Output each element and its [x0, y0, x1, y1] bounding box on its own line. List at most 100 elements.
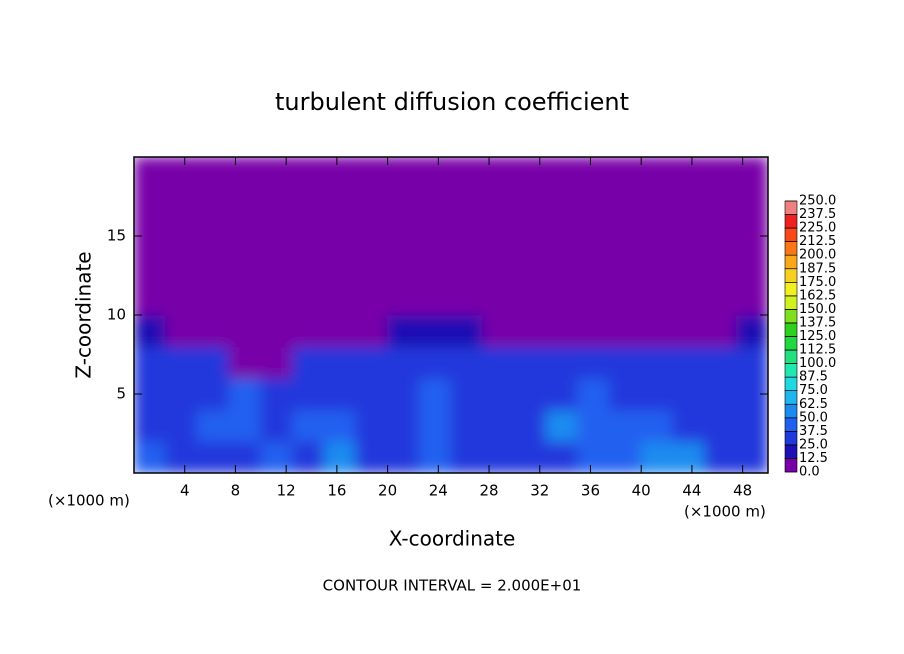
field-cell — [165, 440, 198, 473]
field-cell — [577, 377, 610, 411]
field-cell — [292, 314, 325, 348]
field-cell — [704, 157, 737, 190]
field-cell — [482, 157, 515, 190]
field-cell — [418, 440, 452, 473]
field-cell — [577, 157, 610, 190]
colorbar-label: 12.5 — [799, 451, 828, 466]
x-tick-label: 4 — [180, 482, 190, 500]
field-cell — [228, 219, 262, 253]
field-cell — [387, 188, 420, 221]
field-cell — [418, 157, 452, 190]
field-cell — [735, 282, 768, 316]
colorbar-swatch — [784, 241, 798, 256]
field-cell — [165, 157, 198, 190]
field-cell — [165, 377, 198, 411]
field-cell — [387, 219, 420, 253]
field-cell — [482, 346, 515, 379]
field-cell — [513, 188, 547, 221]
field-cell — [134, 314, 167, 348]
field-cell — [672, 282, 706, 316]
field-cell — [704, 346, 737, 379]
field-cell — [735, 157, 768, 190]
field-cell — [513, 219, 547, 253]
field-cell — [640, 346, 674, 379]
field-cell — [355, 377, 389, 411]
field-cell — [672, 409, 706, 442]
field-cell — [513, 282, 547, 316]
field-cell — [735, 409, 768, 442]
field-cell — [418, 346, 452, 379]
field-cell — [387, 377, 420, 411]
colorbar-label: 0.0 — [799, 465, 820, 480]
field-cell — [323, 219, 357, 253]
field-cell — [640, 188, 674, 221]
field-cell — [482, 440, 515, 473]
field-cell — [450, 409, 484, 442]
field-cell — [355, 314, 389, 348]
colorbar-swatch — [784, 376, 798, 391]
field-cell — [640, 409, 674, 442]
field-cell — [735, 314, 768, 348]
colorbar-label: 50.0 — [799, 410, 828, 425]
field-cell — [387, 282, 420, 316]
field-cell — [134, 282, 167, 316]
field-cell — [196, 377, 230, 411]
field-cell — [134, 409, 167, 442]
y-tick-label: 5 — [116, 385, 126, 403]
field-cell — [355, 440, 389, 473]
colorbar-label: 112.5 — [799, 343, 836, 358]
field-cell — [513, 440, 547, 473]
field-cell — [228, 282, 262, 316]
field-cell — [260, 219, 293, 253]
field-cell — [545, 409, 579, 442]
field-cell — [323, 377, 357, 411]
field-cell — [450, 282, 484, 316]
field-cell — [355, 157, 389, 190]
field-cell — [545, 314, 579, 348]
x-tick-label: 44 — [682, 482, 701, 500]
field-cell — [577, 219, 610, 253]
field-cell — [260, 377, 293, 411]
field-cell — [735, 251, 768, 284]
x-tick-label: 20 — [378, 482, 397, 500]
field-cell — [165, 282, 198, 316]
field-cell — [482, 188, 515, 221]
field-cell — [355, 188, 389, 221]
field-cell — [450, 251, 484, 284]
colorbar-label: 150.0 — [799, 302, 836, 317]
field-cell — [292, 377, 325, 411]
colorbar-swatch — [784, 309, 798, 324]
field-cell — [704, 219, 737, 253]
colorbar-swatch — [784, 268, 798, 283]
field-cell — [260, 314, 293, 348]
field-cell — [418, 188, 452, 221]
field-cell — [260, 251, 293, 284]
field-cell — [260, 157, 293, 190]
x-tick-label: 36 — [581, 482, 600, 500]
field-cell — [672, 157, 706, 190]
field-cell — [450, 188, 484, 221]
field-cell — [450, 377, 484, 411]
field-cell — [323, 282, 357, 316]
field-cell — [196, 188, 230, 221]
colorbar-swatch — [784, 458, 798, 473]
field-cell — [387, 251, 420, 284]
field-cell — [355, 251, 389, 284]
field-cell — [482, 314, 515, 348]
field-cell — [134, 188, 167, 221]
field-cell — [323, 157, 357, 190]
field-cell — [704, 314, 737, 348]
field-cell — [482, 251, 515, 284]
field-cell — [387, 314, 420, 348]
field-cell — [387, 409, 420, 442]
field-cell — [450, 440, 484, 473]
field-cell — [704, 188, 737, 221]
field-cell — [323, 251, 357, 284]
field-cell — [418, 377, 452, 411]
colorbar-label: 87.5 — [799, 370, 828, 385]
field-cell — [323, 346, 357, 379]
field-cells — [134, 157, 768, 473]
colorbar-label: 100.0 — [799, 356, 836, 371]
field-cell — [165, 251, 198, 284]
x-tick-label: 28 — [479, 482, 498, 500]
